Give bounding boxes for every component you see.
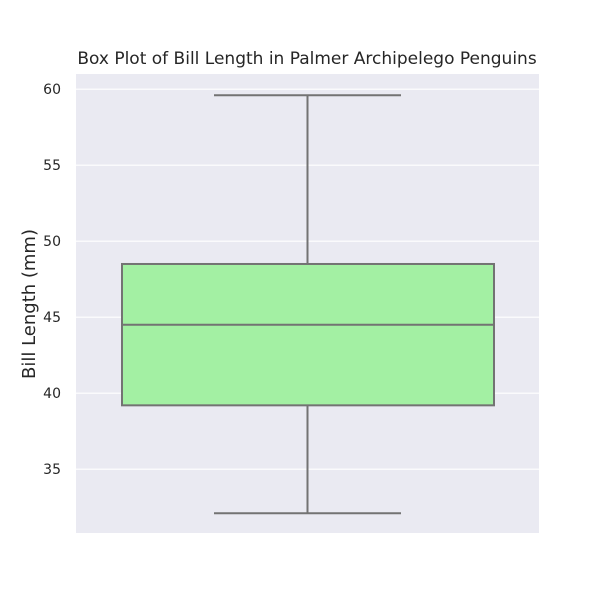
y-tick-label: 40: [43, 386, 61, 402]
y-tick-label: 45: [43, 310, 61, 326]
y-axis-label: Bill Length (mm): [19, 229, 40, 379]
y-tick-label: 35: [43, 462, 61, 478]
y-tick-label: 50: [43, 234, 61, 250]
y-tick-labels: 35 40 45 50 55 60: [43, 82, 61, 478]
box-plot: [121, 94, 495, 515]
chart-title: Box Plot of Bill Length in Palmer Archip…: [77, 49, 537, 69]
y-tick-label: 60: [43, 82, 61, 98]
y-tick-label: 55: [43, 158, 61, 174]
iqr-box: [121, 262, 495, 407]
